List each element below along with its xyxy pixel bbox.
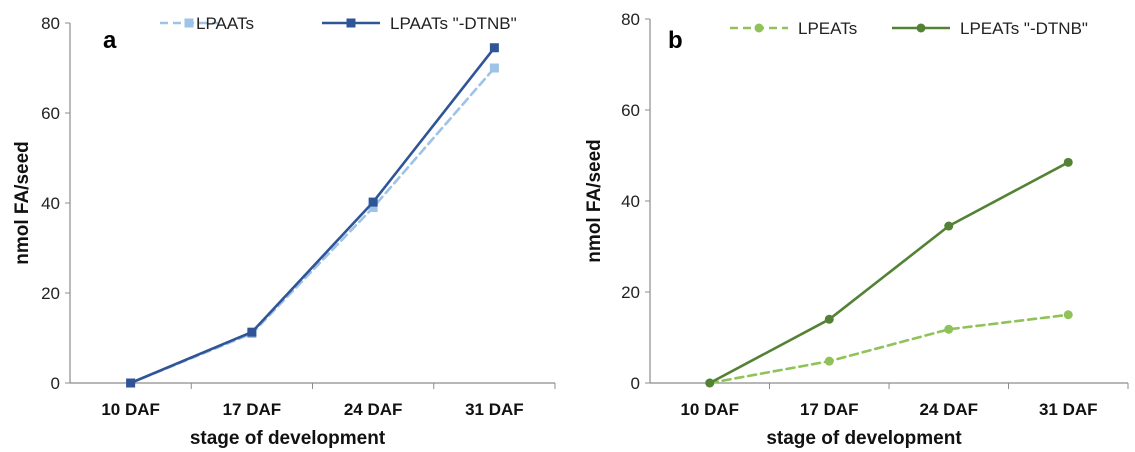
series-2 bbox=[705, 157, 1073, 388]
chart-panel-b: 0 20 40 60 80 10 DAF 17 DAF 24 DAF 31 DAF stage o… bbox=[584, 10, 1129, 449]
data-point-marker bbox=[489, 43, 499, 53]
y-tick-label: 40 bbox=[621, 192, 640, 211]
data-point-marker bbox=[1063, 157, 1073, 167]
legend-entry: LPEATs "-DTNB" bbox=[892, 19, 1088, 38]
legend-marker bbox=[184, 18, 194, 28]
x-tick-label: 10 DAF bbox=[101, 400, 160, 419]
x-axis-label: stage of development bbox=[766, 428, 962, 449]
x-tick-label: 17 DAF bbox=[223, 400, 282, 419]
y-tick-label: 60 bbox=[41, 104, 60, 123]
x-tick-label: 31 DAF bbox=[1039, 400, 1098, 419]
series-line bbox=[708, 313, 1070, 385]
y-tick-label: 80 bbox=[621, 10, 640, 29]
x-tick-label: 24 DAF bbox=[344, 400, 403, 419]
panel-label: b bbox=[668, 27, 683, 54]
chart-panel-a: 0 20 40 60 80 10 DAF 17 DAF 24 DAF 31 DAF stage o… bbox=[12, 14, 556, 449]
series-2 bbox=[126, 43, 499, 388]
legend-entry: LPAATs bbox=[160, 14, 254, 33]
legend-marker bbox=[916, 23, 926, 33]
x-tick-label: 24 DAF bbox=[919, 400, 978, 419]
x-tick-label: 10 DAF bbox=[680, 400, 739, 419]
series-line bbox=[708, 161, 1070, 385]
data-point-marker bbox=[1063, 310, 1073, 320]
data-point-marker bbox=[368, 197, 378, 207]
x-tick-label: 17 DAF bbox=[800, 400, 859, 419]
y-tick-label: 80 bbox=[41, 14, 60, 33]
data-point-marker bbox=[489, 63, 499, 73]
legend-entry: LPEATs bbox=[730, 19, 857, 38]
x-tick-label: 31 DAF bbox=[465, 400, 524, 419]
legend-label: LPAATs bbox=[196, 14, 254, 33]
legend-entry: LPAATs "-DTNB" bbox=[322, 14, 517, 33]
y-axis-label: nmol FA/seed bbox=[584, 139, 605, 263]
panel-label: a bbox=[103, 27, 117, 54]
y-tick-label: 40 bbox=[41, 194, 60, 213]
data-point-marker bbox=[126, 378, 136, 388]
legend-marker bbox=[346, 18, 356, 28]
data-point-marker bbox=[944, 221, 954, 231]
legend-label: LPAATs "-DTNB" bbox=[390, 14, 517, 33]
data-point-marker bbox=[368, 203, 378, 212]
data-point-marker bbox=[824, 356, 834, 366]
series-1 bbox=[705, 310, 1073, 388]
data-point-marker bbox=[705, 378, 715, 388]
y-tick-label: 20 bbox=[621, 283, 640, 302]
legend-label: LPEATs bbox=[798, 19, 857, 38]
y-tick-label: 20 bbox=[41, 284, 60, 303]
legend-label: LPEATs "-DTNB" bbox=[960, 19, 1088, 38]
y-tick-label: 0 bbox=[631, 374, 640, 393]
y-tick-label: 60 bbox=[621, 101, 640, 120]
data-point-marker bbox=[824, 314, 834, 324]
legend-marker bbox=[754, 23, 764, 33]
x-axis-label: stage of development bbox=[190, 428, 386, 449]
y-tick-label: 0 bbox=[51, 374, 60, 393]
data-point-marker bbox=[944, 324, 954, 334]
data-point-marker bbox=[247, 327, 257, 337]
series-line bbox=[129, 46, 496, 385]
y-axis-label: nmol FA/seed bbox=[12, 141, 33, 265]
